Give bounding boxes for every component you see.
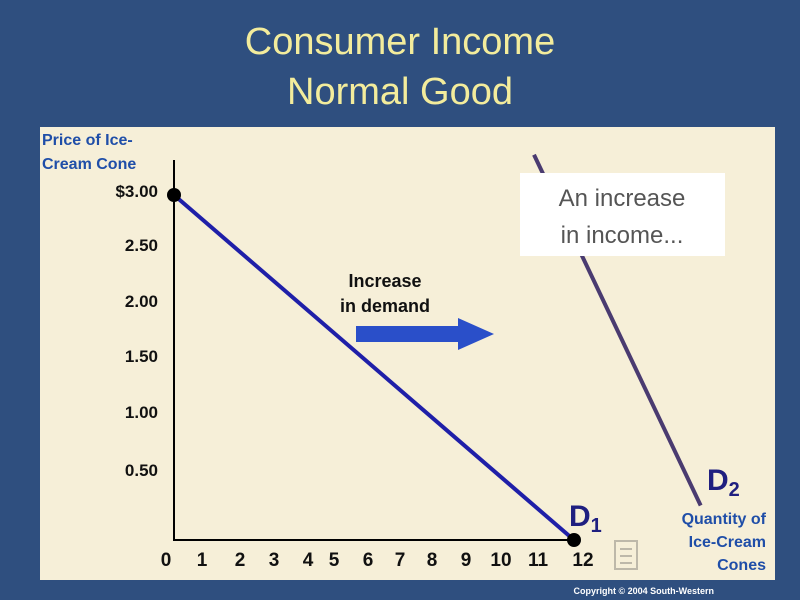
d2-label: D2 xyxy=(707,464,740,501)
y-tick-label: 2.50 xyxy=(125,236,158,255)
slide-title-line1: Consumer Income xyxy=(244,21,556,63)
arrow-label-line1: Increase xyxy=(348,271,421,291)
x-tick-label: 5 xyxy=(329,550,340,571)
x-tick-label: 10 xyxy=(490,550,511,571)
y-axis-label-line2: Cream Cone xyxy=(42,156,136,173)
annotation-box xyxy=(520,173,725,256)
slide-title-line2: Normal Good xyxy=(287,71,513,113)
x-tick-label: 11 xyxy=(528,550,549,571)
demand-shift-arrow-shaft xyxy=(356,326,462,342)
annotation-line1: An increase xyxy=(559,185,686,212)
y-axis-label-line1: Price of Ice- xyxy=(42,132,133,149)
x-tick-label: 2 xyxy=(235,550,246,571)
x-tick-label: 7 xyxy=(395,550,406,571)
annotation-line2: in income... xyxy=(561,222,684,249)
x-tick-label: 4 xyxy=(303,550,314,571)
x-tick-label: 6 xyxy=(363,550,374,571)
x-axis-label-line2: Ice-Cream xyxy=(689,534,766,551)
copyright: Copyright © 2004 South-Western xyxy=(573,586,714,596)
x-tick-label: 1 xyxy=(197,550,208,571)
y-tick-label: $3.00 xyxy=(115,182,158,201)
x-tick-label: 3 xyxy=(269,550,280,571)
y-tick-label: 0.50 xyxy=(125,461,158,480)
x-tick-label: 0 xyxy=(161,550,172,571)
d1-endpoint-top xyxy=(167,188,181,202)
d1-label: D1 xyxy=(569,500,602,537)
x-axis-label-line3: Cones xyxy=(717,557,766,574)
d1-line xyxy=(172,193,576,542)
demand-shift-arrow-head xyxy=(458,318,494,350)
x-tick-label: 9 xyxy=(461,550,472,571)
arrow-label-line2: in demand xyxy=(340,296,430,316)
watermark-icon xyxy=(614,540,638,570)
x-tick-label: 8 xyxy=(427,550,438,571)
d1-endpoint-bottom xyxy=(567,533,581,547)
x-axis-label-line1: Quantity of xyxy=(682,511,767,528)
y-tick-label: 2.00 xyxy=(125,292,158,311)
y-tick-label: 1.00 xyxy=(125,403,158,422)
y-tick-label: 1.50 xyxy=(125,347,158,366)
x-tick-label: 12 xyxy=(572,550,593,571)
